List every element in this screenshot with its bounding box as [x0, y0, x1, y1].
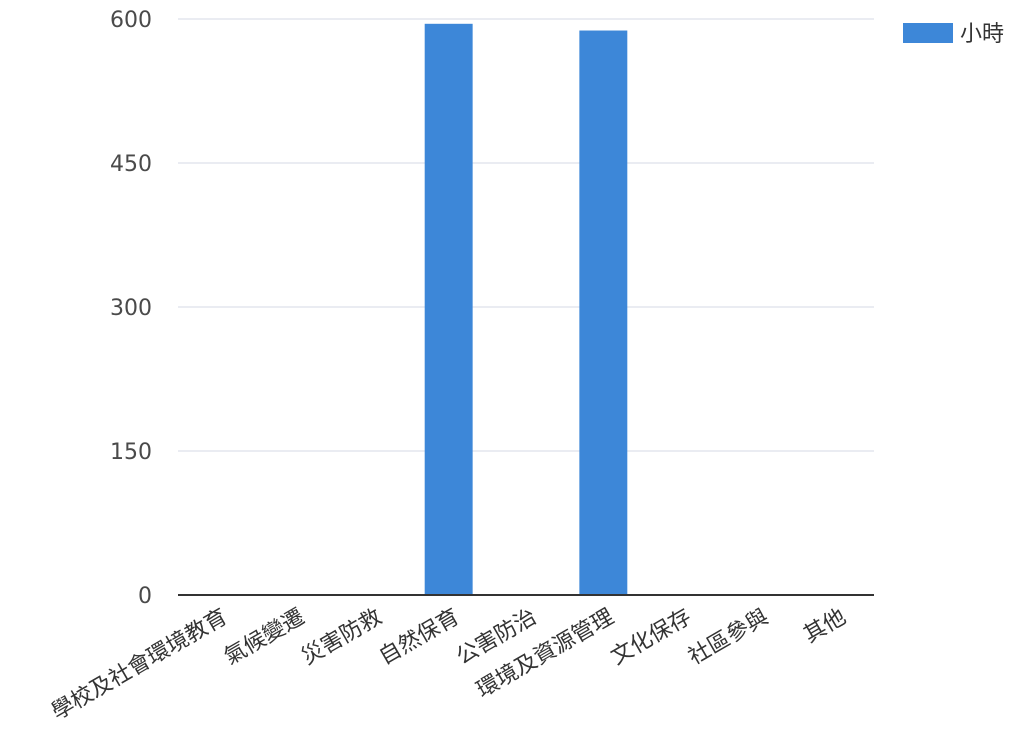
bar — [424, 23, 473, 596]
legend-swatch — [903, 23, 953, 43]
bar — [579, 30, 628, 595]
x-tick-label: 文化保存 — [607, 605, 696, 671]
y-axis: 600 450 300 150 0 — [110, 8, 152, 609]
x-tick-label: 其他 — [800, 605, 851, 649]
x-tick-label: 災害防救 — [298, 605, 387, 671]
x-tick-label: 自然保育 — [375, 605, 464, 671]
x-tick-label: 氣候變遷 — [220, 605, 309, 671]
x-tick-label: 學校及社會環境教育 — [48, 605, 232, 726]
legend-label: 小時 — [960, 22, 1004, 47]
y-tick-label: 600 — [110, 8, 152, 33]
x-tick-label: 社區參與 — [684, 605, 773, 671]
grid-lines — [178, 18, 874, 452]
y-tick-label: 0 — [138, 584, 152, 609]
x-axis: 學校及社會環境教育 氣候變遷 災害防救 自然保育 公害防治 環境及資源管理 文化… — [48, 605, 851, 726]
y-tick-label: 150 — [110, 440, 152, 465]
x-tick-label: 環境及資源管理 — [472, 605, 618, 704]
y-tick-label: 300 — [110, 296, 152, 321]
legend: 小時 — [903, 22, 1004, 47]
bar-series — [424, 23, 628, 596]
y-tick-label: 450 — [110, 152, 152, 177]
